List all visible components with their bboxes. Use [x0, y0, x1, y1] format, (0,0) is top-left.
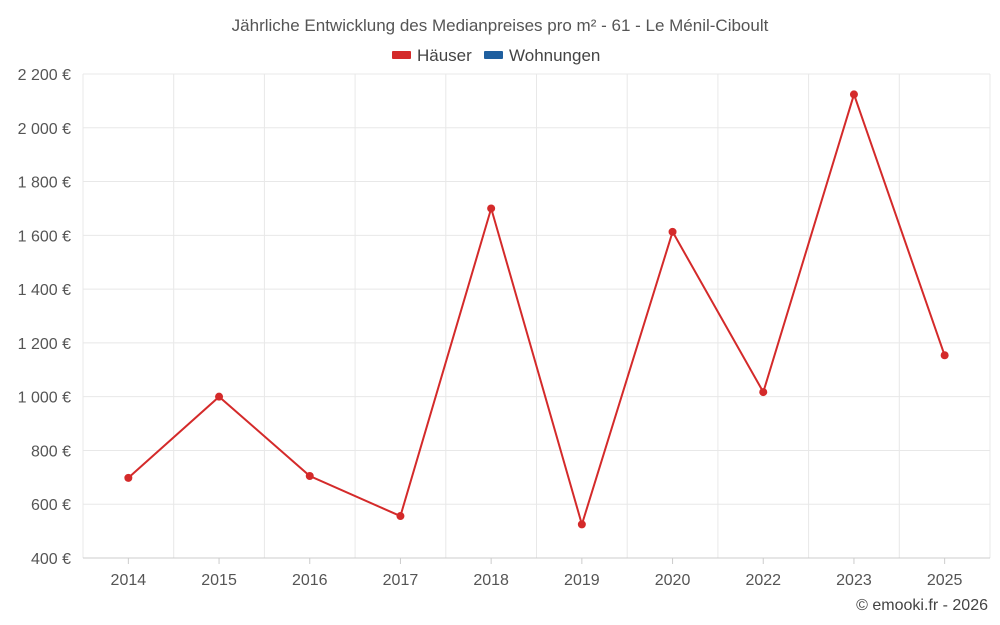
x-tick-label: 2020 [655, 572, 691, 589]
data-point[interactable] [668, 227, 677, 236]
x-tick-label: 2019 [564, 572, 600, 589]
chart-title: Jährliche Entwicklung des Medianpreises … [232, 16, 769, 35]
data-point[interactable] [305, 471, 314, 480]
y-tick-label: 1 200 € [18, 336, 71, 353]
y-tick-label: 1 400 € [18, 282, 71, 299]
y-tick-label: 800 € [31, 443, 71, 460]
data-point[interactable] [849, 90, 858, 99]
legend-item-haeuser[interactable]: Häuser [392, 46, 472, 65]
data-point[interactable] [215, 392, 224, 401]
gridlines [82, 73, 991, 558]
y-tick-label: 1 800 € [18, 175, 71, 192]
x-tick-label: 2023 [836, 572, 872, 589]
axes: 400 € 600 € 800 € 1 000 € 1 200 € 1 400 € 1 60… [18, 67, 990, 589]
y-tick-label: 1 600 € [18, 228, 71, 245]
legend-label-wohnungen: Wohnungen [509, 46, 600, 65]
credit-text: © emooki.fr - 2026 [856, 597, 988, 614]
data-point[interactable] [759, 388, 768, 397]
y-tick-label: 2 000 € [18, 121, 71, 138]
y-tick-label: 1 000 € [18, 390, 71, 407]
data-point[interactable] [940, 351, 949, 360]
x-tick-label: 2017 [383, 572, 419, 589]
legend-swatch-wohnungen [484, 51, 503, 59]
x-tick-label: 2016 [292, 572, 328, 589]
legend-label-haeuser: Häuser [417, 46, 472, 65]
data-point[interactable] [124, 473, 133, 482]
x-tick-label: 2018 [473, 572, 509, 589]
x-tick-label: 2025 [927, 572, 963, 589]
series-line [127, 91, 946, 528]
data-point[interactable] [487, 204, 496, 213]
y-tick-label: 600 € [31, 497, 71, 514]
x-tick-label: 2015 [201, 572, 237, 589]
legend-item-wohnungen[interactable]: Wohnungen [484, 46, 600, 65]
data-point[interactable] [396, 512, 405, 521]
series-haeuser [124, 90, 949, 529]
x-tick-label: 2014 [111, 572, 147, 589]
legend[interactable]: Häuser Wohnungen [392, 46, 600, 65]
legend-swatch-haeuser [392, 51, 411, 59]
x-tick-label: 2022 [745, 572, 781, 589]
y-tick-label: 400 € [31, 551, 71, 568]
data-point[interactable] [577, 520, 586, 529]
y-tick-label: 2 200 € [18, 67, 71, 84]
